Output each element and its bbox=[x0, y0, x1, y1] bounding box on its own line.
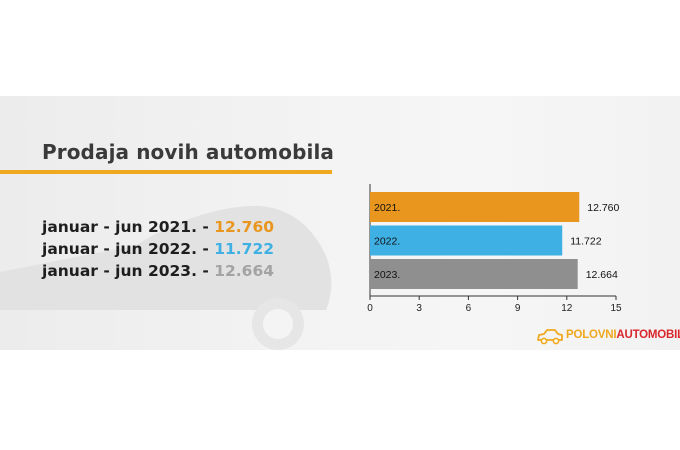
x-tick-label: 0 bbox=[367, 303, 373, 314]
x-tick-label: 12 bbox=[561, 303, 573, 314]
stat-line-2023: januar - jun 2023. - 12.664 bbox=[42, 260, 274, 282]
car-silhouette-image bbox=[0, 205, 332, 350]
page-title: Prodaja novih automobila bbox=[42, 140, 334, 164]
bar-value-label: 12.664 bbox=[586, 269, 618, 281]
stat-line-2022: januar - jun 2022. - 11.722 bbox=[42, 238, 274, 260]
logo-text-polovni: POLOVNI bbox=[566, 329, 617, 341]
bar-value-label: 12.760 bbox=[587, 202, 619, 214]
stat-value: 11.722 bbox=[214, 240, 275, 258]
stat-line-2021: januar - jun 2021. - 12.760 bbox=[42, 216, 274, 238]
bar-category-label: 2023. bbox=[374, 269, 400, 281]
title-underline bbox=[0, 170, 332, 174]
bar-2022 bbox=[370, 225, 563, 256]
bar-category-label: 2022. bbox=[374, 236, 400, 248]
stat-value: 12.760 bbox=[214, 218, 275, 236]
bar-2021 bbox=[370, 192, 580, 222]
bar-chart: 2021. 12.760 2022. 11.722 2023. 12.664 0 3 6 9 12 1… bbox=[367, 184, 622, 314]
car-logo-icon bbox=[537, 329, 563, 345]
bar-value-label: 11.722 bbox=[570, 236, 601, 248]
stats-list: januar - jun 2021. - 12.760 januar - jun… bbox=[42, 216, 274, 282]
logo-text-automobili: AUTOMOBILI bbox=[616, 329, 680, 341]
stat-label: januar - jun 2022. - bbox=[42, 240, 215, 258]
x-tick-label: 15 bbox=[610, 303, 622, 314]
stat-label: januar - jun 2023. - bbox=[42, 262, 215, 280]
x-tick-label: 3 bbox=[416, 303, 422, 314]
x-tick-label: 9 bbox=[515, 303, 521, 314]
stat-value: 12.664 bbox=[214, 262, 275, 280]
x-tick-label: 6 bbox=[466, 303, 472, 314]
polovni-automobili-logo: POLOVNIAUTOMOBILI bbox=[536, 325, 680, 347]
bar-2023 bbox=[370, 259, 578, 289]
stat-label: januar - jun 2021. - bbox=[42, 218, 215, 236]
bar-category-label: 2021. bbox=[374, 202, 400, 214]
